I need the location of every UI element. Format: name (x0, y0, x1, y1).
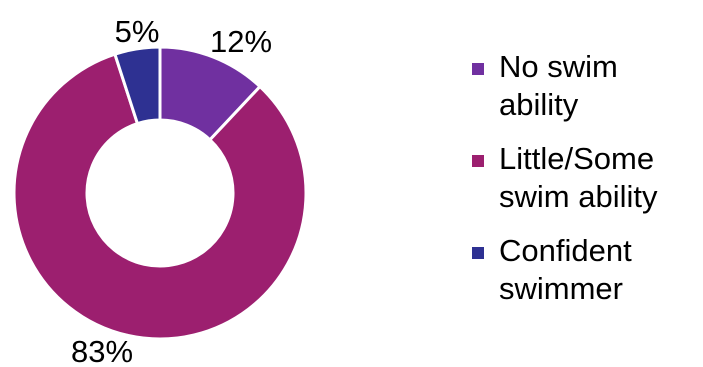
data-label-confident-swimmer: 5% (115, 14, 160, 49)
legend-label-line: swimmer (499, 271, 623, 306)
legend-label-line: Confident (499, 233, 632, 268)
legend-swatch (472, 63, 484, 75)
slice-little-some-swim-ability (12, 52, 308, 341)
legend-item-confident-swimmer: Confident swimmer (472, 232, 700, 308)
slice-confident-swimmer (112, 45, 162, 126)
data-label-no-swim-ability: 12% (210, 24, 272, 59)
legend-item-little-some-swim-ability: Little/Some swim ability (472, 140, 700, 216)
legend-item-no-swim-ability: No swim ability (472, 48, 700, 124)
legend-swatch (472, 247, 484, 259)
legend-label-line: No swim (499, 49, 618, 84)
legend-label-line: Little/Some (499, 141, 655, 176)
data-label-little-some-swim-ability: 83% (71, 334, 133, 367)
legend-swatch (472, 155, 484, 167)
chart-legend: No swim ability Little/Some swim ability… (472, 48, 700, 324)
legend-label-line: ability (499, 87, 579, 122)
legend-label-line: swim ability (499, 179, 658, 214)
